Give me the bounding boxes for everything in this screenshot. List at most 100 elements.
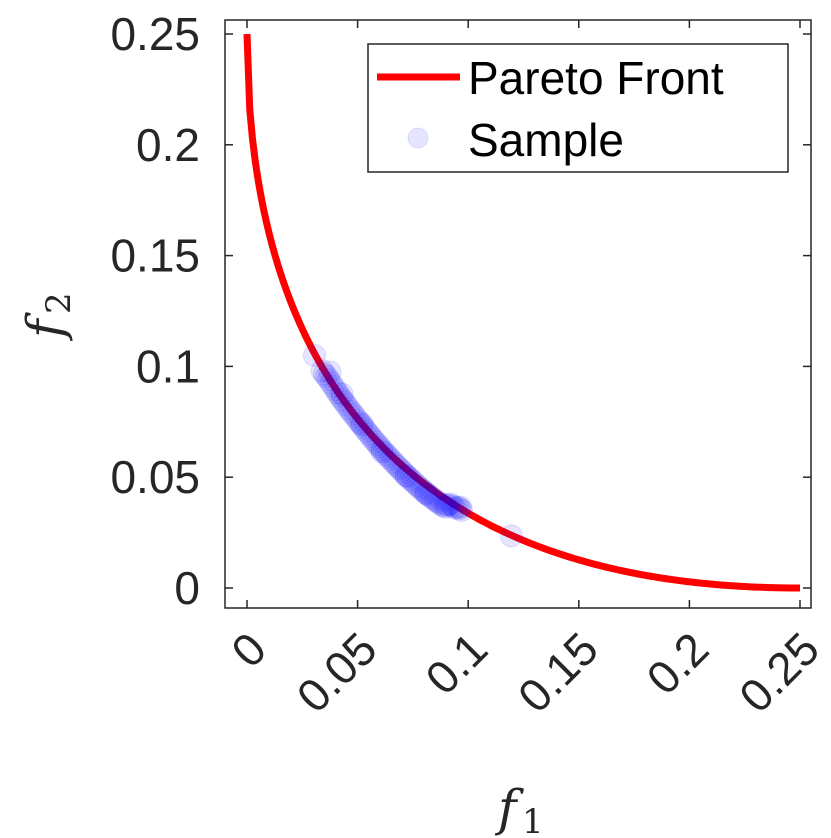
sample-point: [350, 413, 374, 438]
legend: Pareto Front Sample: [367, 43, 789, 173]
sample-point: [350, 412, 374, 436]
sample-point: [379, 447, 403, 471]
x-axis-label-subscript: 1: [522, 802, 544, 838]
sample-point: [403, 472, 427, 496]
sample-point: [363, 430, 387, 454]
sample-point: [348, 411, 372, 435]
sample-point: [405, 474, 429, 498]
sample-point: [410, 477, 434, 501]
sample-point: [354, 419, 379, 443]
sample-point: [376, 445, 401, 469]
x-tick-label: 0.05: [287, 622, 387, 722]
sample-point: [334, 393, 359, 417]
legend-label-pareto: Pareto Front: [468, 52, 724, 104]
sample-point: [441, 494, 465, 518]
sample-point: [449, 498, 474, 523]
y-tick-label: 0.25: [110, 8, 200, 60]
sample-point: [361, 427, 385, 451]
sample-point: [399, 467, 423, 492]
sample-point: [385, 454, 410, 478]
sample-point: [339, 399, 363, 423]
sample-point: [432, 494, 456, 519]
sample-point: [412, 479, 436, 503]
sample-point: [328, 384, 352, 408]
sample-point: [414, 481, 438, 505]
sample-point: [388, 456, 412, 481]
sample-point: [423, 488, 447, 512]
sample-point: [341, 402, 365, 426]
pareto-front-line: [243, 33, 801, 592]
x-tick-label: 0.1: [415, 622, 497, 704]
sample-point: [370, 440, 394, 464]
sample-point: [302, 343, 327, 367]
sample-point: [445, 495, 469, 519]
sample-point: [359, 424, 383, 449]
sample-point: [357, 422, 381, 446]
sample-point: [337, 396, 361, 421]
sample-point: [381, 450, 405, 474]
sample-point: [352, 416, 376, 440]
sample-point: [332, 390, 356, 414]
x-tick-label: 0.15: [508, 622, 608, 722]
sample-point: [368, 435, 392, 459]
y-axis-label-subscript: 2: [39, 292, 79, 314]
sample-point: [319, 371, 343, 395]
y-axis-label-main: f: [16, 312, 74, 342]
sample-point: [323, 378, 348, 402]
sample-point: [343, 405, 367, 429]
sample-point: [414, 482, 438, 506]
sample-point: [312, 362, 337, 386]
sample-point: [372, 440, 396, 464]
sample-point: [365, 432, 390, 457]
legend-marker-swatch: [407, 127, 429, 149]
y-tick-label: 0.05: [110, 451, 200, 503]
y-tick-label: 0: [174, 562, 200, 614]
sample-point: [447, 497, 471, 521]
sample-point: [326, 381, 350, 405]
sample-point: [390, 459, 414, 483]
x-tick-label: 0.2: [636, 622, 718, 704]
x-tick-label: 0.25: [729, 622, 829, 722]
sample-point: [321, 374, 345, 398]
y-tick-label: 0.2: [136, 119, 200, 171]
sample-point: [310, 359, 334, 383]
sample-point: [407, 476, 432, 500]
sample-point: [421, 486, 445, 511]
legend-box: [367, 43, 789, 173]
x-axis-label-main: f: [494, 779, 524, 837]
sample-point: [383, 452, 407, 476]
sample-point: [317, 368, 341, 392]
y-axis: 0 0.05 0.1 0.15 0.2 0.25: [110, 8, 811, 614]
sample-point: [430, 493, 454, 517]
sample-point: [315, 364, 339, 388]
sample-point: [434, 493, 458, 517]
sample-point: [443, 496, 467, 520]
y-tick-label: 0.15: [110, 230, 200, 282]
sample-point: [394, 463, 418, 487]
sample-point: [330, 388, 354, 412]
sample-point: [346, 408, 370, 432]
sample-point: [318, 360, 342, 384]
sample-point: [370, 437, 394, 462]
sample-point: [401, 469, 425, 494]
sample-point: [396, 465, 421, 489]
sample-point: [434, 495, 458, 519]
sample-point: [394, 464, 418, 488]
y-axis-label: f 2: [16, 292, 79, 342]
sample-point: [425, 490, 449, 514]
x-tick-label: 0: [221, 622, 276, 677]
sample-point: [438, 492, 463, 516]
y-tick-label: 0.1: [136, 340, 200, 392]
sample-point: [436, 493, 460, 517]
sample-point: [448, 495, 473, 519]
x-axis-label: f 1: [494, 779, 544, 838]
sample-point: [499, 524, 523, 548]
sample-point: [416, 483, 440, 507]
sample-point: [374, 442, 398, 467]
sample-point: [427, 491, 452, 515]
plot-layer: [243, 33, 801, 592]
sample-point: [418, 485, 443, 509]
sample-point: [392, 461, 416, 485]
sample-point: [330, 382, 354, 406]
